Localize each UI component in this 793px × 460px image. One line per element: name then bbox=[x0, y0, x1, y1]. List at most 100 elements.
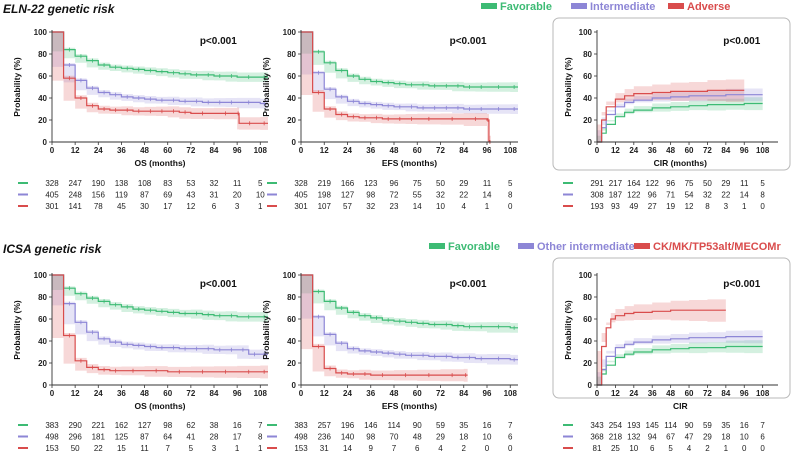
x-tick-label-icsa-os-96: 96 bbox=[233, 389, 242, 398]
risk-cell-icsa-efs-1-3: 98 bbox=[366, 433, 375, 442]
y-tick-label-icsa-os-60: 60 bbox=[38, 315, 47, 324]
y-tick-label-icsa-os-0: 0 bbox=[43, 381, 48, 390]
legend-label-favorable: Favorable bbox=[500, 1, 552, 13]
risk-cell-eln-cir-0-0: 291 bbox=[590, 179, 604, 188]
risk-cell-eln-cir-0-6: 50 bbox=[703, 179, 712, 188]
p-value-icsa-cir: p<0.001 bbox=[723, 279, 760, 290]
x-tick-label-icsa-cir-84: 84 bbox=[721, 389, 730, 398]
y-axis-label-icsa-cir: Probability (%) bbox=[563, 300, 573, 360]
y-tick-label-eln-cir-60: 60 bbox=[583, 72, 592, 81]
x-tick-label-eln-cir-72: 72 bbox=[703, 146, 712, 155]
series-line-eln-os-0 bbox=[52, 31, 268, 78]
x-tick-label-icsa-cir-24: 24 bbox=[629, 389, 638, 398]
y-tick-label-icsa-efs-100: 100 bbox=[283, 271, 297, 280]
x-tick-label-eln-cir-84: 84 bbox=[721, 146, 730, 155]
risk-cell-icsa-efs-1-9: 6 bbox=[508, 433, 513, 442]
risk-cell-icsa-os-1-4: 87 bbox=[140, 433, 149, 442]
risk-cell-icsa-os-1-7: 28 bbox=[210, 433, 219, 442]
risk-cell-icsa-efs-2-1: 31 bbox=[320, 444, 329, 453]
y-axis-label-icsa-efs: Probability (%) bbox=[261, 300, 271, 360]
series-line-icsa-cir-1 bbox=[597, 336, 763, 386]
x-tick-label-eln-efs-48: 48 bbox=[390, 146, 399, 155]
risk-cell-eln-cir-1-8: 14 bbox=[740, 191, 749, 200]
series-line-icsa-os-2 bbox=[52, 274, 268, 373]
x-tick-label-eln-efs-96: 96 bbox=[483, 146, 492, 155]
risk-cell-icsa-cir-1-1: 218 bbox=[609, 433, 623, 442]
risk-cell-icsa-efs-2-4: 7 bbox=[392, 444, 397, 453]
x-tick-label-icsa-efs-36: 36 bbox=[366, 389, 375, 398]
risk-cell-icsa-os-2-1: 50 bbox=[71, 444, 80, 453]
risk-cell-icsa-efs-2-2: 14 bbox=[343, 444, 352, 453]
section-title-icsa: ICSA genetic risk bbox=[3, 242, 103, 256]
y-axis-label-eln-cir: Probability (%) bbox=[563, 57, 573, 117]
risk-cell-icsa-cir-2-1: 25 bbox=[611, 444, 620, 453]
risk-cell-icsa-efs-0-3: 146 bbox=[364, 421, 378, 430]
risk-cell-eln-efs-1-8: 14 bbox=[483, 191, 492, 200]
risk-cell-eln-os-0-9: 5 bbox=[258, 179, 263, 188]
risk-cell-eln-efs-2-7: 4 bbox=[462, 202, 467, 211]
y-tick-label-icsa-os-40: 40 bbox=[38, 337, 47, 346]
p-value-icsa-efs: p<0.001 bbox=[450, 279, 487, 290]
y-tick-label-eln-os-20: 20 bbox=[38, 116, 47, 125]
x-tick-label-icsa-os-0: 0 bbox=[50, 389, 55, 398]
risk-cell-eln-cir-1-9: 8 bbox=[760, 191, 765, 200]
risk-cell-eln-os-2-3: 45 bbox=[117, 202, 126, 211]
section-title-eln: ELN-22 genetic risk bbox=[3, 2, 116, 16]
risk-cell-eln-efs-0-1: 219 bbox=[318, 179, 332, 188]
risk-cell-eln-os-0-4: 108 bbox=[138, 179, 152, 188]
risk-cell-eln-efs-2-2: 57 bbox=[343, 202, 352, 211]
risk-cell-eln-efs-0-4: 96 bbox=[390, 179, 399, 188]
risk-cell-icsa-efs-1-6: 29 bbox=[436, 433, 445, 442]
band-eln-cir-0 bbox=[597, 96, 763, 142]
risk-cell-eln-cir-1-5: 54 bbox=[685, 191, 694, 200]
risk-cell-eln-os-2-4: 30 bbox=[140, 202, 149, 211]
risk-cell-icsa-efs-0-1: 257 bbox=[318, 421, 332, 430]
risk-cell-eln-cir-2-8: 1 bbox=[742, 202, 747, 211]
risk-cell-eln-os-0-0: 328 bbox=[45, 179, 59, 188]
band-eln-efs-0 bbox=[301, 32, 518, 92]
risk-cell-eln-efs-0-6: 50 bbox=[436, 179, 445, 188]
y-tick-label-eln-efs-40: 40 bbox=[287, 94, 296, 103]
band-eln-os-0 bbox=[52, 32, 268, 83]
x-tick-label-icsa-os-72: 72 bbox=[186, 389, 195, 398]
band-eln-cir-1 bbox=[597, 88, 763, 142]
risk-cell-icsa-cir-0-8: 16 bbox=[740, 421, 749, 430]
risk-cell-eln-cir-1-6: 32 bbox=[703, 191, 712, 200]
risk-cell-icsa-os-2-2: 22 bbox=[94, 444, 103, 453]
y-tick-label-eln-cir-0: 0 bbox=[588, 138, 593, 147]
risk-cell-icsa-efs-0-5: 90 bbox=[413, 421, 422, 430]
x-tick-label-eln-os-72: 72 bbox=[186, 146, 195, 155]
x-tick-label-eln-cir-12: 12 bbox=[611, 146, 620, 155]
risk-cell-eln-efs-2-0: 301 bbox=[294, 202, 308, 211]
risk-cell-icsa-os-2-5: 7 bbox=[165, 444, 170, 453]
band-icsa-os-1 bbox=[52, 275, 268, 360]
risk-cell-icsa-efs-0-2: 196 bbox=[341, 421, 355, 430]
risk-cell-eln-os-2-6: 12 bbox=[186, 202, 195, 211]
risk-cell-icsa-efs-2-9: 0 bbox=[508, 444, 513, 453]
risk-cell-eln-cir-1-0: 308 bbox=[590, 191, 604, 200]
x-tick-label-icsa-cir-36: 36 bbox=[648, 389, 657, 398]
x-tick-label-eln-os-12: 12 bbox=[71, 146, 80, 155]
risk-cell-icsa-cir-2-9: 0 bbox=[760, 444, 765, 453]
risk-cell-eln-os-2-5: 17 bbox=[163, 202, 172, 211]
risk-cell-eln-efs-1-0: 405 bbox=[294, 191, 308, 200]
band-eln-efs-2 bbox=[301, 32, 491, 142]
y-tick-label-eln-cir-20: 20 bbox=[583, 116, 592, 125]
p-value-icsa-os: p<0.001 bbox=[200, 279, 237, 290]
risk-cell-icsa-cir-2-8: 0 bbox=[742, 444, 747, 453]
risk-cell-icsa-os-1-2: 181 bbox=[92, 433, 106, 442]
risk-cell-eln-os-0-1: 247 bbox=[68, 179, 82, 188]
risk-cell-icsa-cir-1-5: 47 bbox=[685, 433, 694, 442]
band-icsa-cir-1 bbox=[597, 330, 763, 385]
risk-cell-eln-cir-0-8: 11 bbox=[740, 179, 749, 188]
risk-cell-eln-cir-2-4: 19 bbox=[666, 202, 675, 211]
risk-cell-eln-cir-0-2: 164 bbox=[627, 179, 641, 188]
risk-cell-eln-os-2-2: 78 bbox=[94, 202, 103, 211]
y-tick-label-icsa-efs-20: 20 bbox=[287, 359, 296, 368]
series-line-icsa-efs-1 bbox=[301, 274, 518, 361]
risk-cell-icsa-cir-1-9: 6 bbox=[760, 433, 765, 442]
x-tick-label-eln-os-48: 48 bbox=[140, 146, 149, 155]
band-icsa-cir-2 bbox=[597, 298, 726, 385]
